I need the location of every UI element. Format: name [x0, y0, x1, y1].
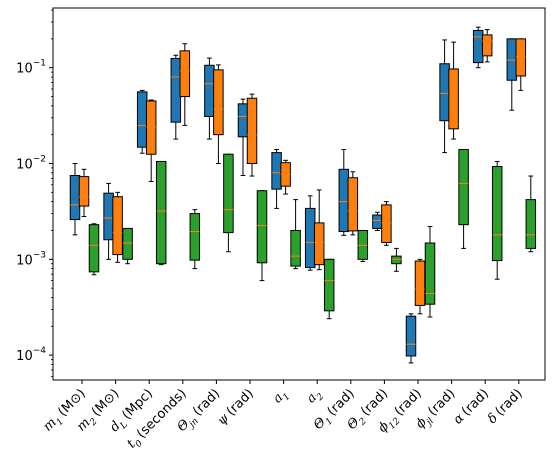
box-iqr	[481, 34, 493, 57]
box-iqr	[246, 97, 258, 165]
box-series3-cat2	[122, 227, 133, 265]
box-series3-cat4	[189, 209, 201, 270]
plot-area	[69, 26, 537, 364]
box-iqr	[112, 196, 123, 256]
box-iqr	[290, 229, 301, 267]
box-series2-cat11	[414, 258, 426, 315]
box-iqr	[515, 38, 527, 77]
box-iqr	[304, 207, 316, 269]
box-iqr	[323, 258, 335, 312]
box-series3-cat1	[88, 223, 100, 276]
box-iqr	[414, 260, 426, 306]
box-series3-cat5	[223, 153, 234, 253]
box-series1-cat10	[372, 211, 383, 231]
box-iqr	[223, 153, 234, 234]
axes-frame	[52, 7, 546, 381]
box-iqr	[381, 204, 392, 243]
box-series1-cat3	[136, 89, 148, 154]
box-series1-cat11	[405, 313, 417, 364]
box-series2-cat4	[179, 43, 191, 126]
box-iqr	[122, 227, 133, 260]
y-tick-label: 10−4	[16, 346, 46, 364]
box-series3-cat8	[323, 258, 335, 320]
y-tick-label: 10−1	[16, 59, 46, 77]
box-series3-cat6	[256, 190, 268, 282]
box-series2-cat12	[448, 41, 459, 140]
box-iqr	[237, 103, 249, 138]
box-iqr	[204, 64, 215, 117]
box-series1-cat4	[170, 54, 182, 140]
y-axis: 10−4 10−3 10−2 10−1	[16, 9, 53, 377]
box-iqr	[372, 214, 383, 229]
box-series3-cat10	[391, 247, 402, 272]
box-series2-cat7	[280, 159, 291, 195]
y-tick-label: 10−2	[16, 155, 46, 173]
box-iqr	[179, 50, 191, 98]
box-series2-cat6	[246, 93, 258, 177]
box-iqr	[78, 176, 90, 207]
box-series2-cat14	[515, 38, 527, 91]
box-iqr	[155, 160, 167, 265]
box-iqr	[439, 63, 450, 122]
box-series1-cat13	[472, 26, 484, 69]
box-iqr	[88, 224, 100, 273]
box-series3-cat7	[290, 199, 301, 270]
box-iqr	[491, 166, 503, 262]
series-1	[69, 26, 518, 364]
box-series3-cat3	[155, 160, 167, 266]
box-series2-cat8	[313, 189, 325, 271]
box-iqr	[313, 222, 325, 266]
box-iqr	[136, 91, 148, 148]
box-iqr	[525, 199, 537, 249]
box-series3-cat9	[357, 229, 369, 262]
box-series3-cat14	[525, 175, 537, 253]
box-series2-cat9	[347, 171, 359, 236]
box-iqr	[391, 255, 402, 265]
box-iqr	[424, 242, 436, 305]
box-iqr	[256, 190, 268, 264]
box-iqr	[405, 315, 417, 357]
box-series3-cat13	[491, 160, 503, 280]
box-series3-cat11	[424, 226, 436, 318]
box-iqr	[271, 152, 282, 190]
box-series3-cat12	[458, 149, 469, 249]
series-2	[78, 29, 527, 315]
box-iqr	[170, 57, 182, 123]
box-series2-cat3	[145, 99, 157, 182]
box-iqr	[448, 68, 459, 130]
box-series2-cat2	[112, 191, 123, 263]
y-tick-label: 10−3	[16, 250, 46, 268]
box-series2-cat10	[381, 201, 392, 246]
box-iqr	[506, 38, 518, 81]
box-iqr	[189, 213, 201, 261]
box-series2-cat5	[213, 64, 224, 165]
box-iqr	[458, 149, 469, 226]
box-iqr	[472, 29, 484, 64]
box-series2-cat1	[78, 168, 90, 217]
box-iqr	[103, 192, 114, 241]
box-iqr	[347, 177, 359, 232]
box-iqr	[69, 174, 81, 221]
series-3	[88, 149, 537, 320]
box-iqr	[213, 69, 224, 136]
box-series2-cat13	[481, 29, 493, 63]
box-iqr	[338, 168, 350, 233]
